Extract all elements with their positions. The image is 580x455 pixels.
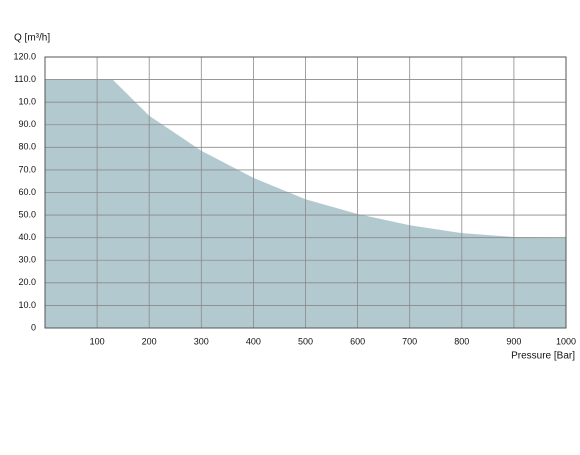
y-tick-label: 10.0 bbox=[18, 300, 36, 310]
y-tick-label: 70.0 bbox=[18, 164, 36, 174]
y-tick-label: 30.0 bbox=[18, 255, 36, 265]
x-tick-label: 300 bbox=[194, 336, 209, 346]
y-axis-label: Q [m³/h] bbox=[14, 33, 50, 44]
y-tick-label: 80.0 bbox=[18, 142, 36, 152]
x-tick-label: 900 bbox=[506, 336, 521, 346]
y-tick-label: 0 bbox=[31, 322, 36, 332]
x-tick-label: 1000 bbox=[556, 336, 576, 346]
x-tick-label: 800 bbox=[454, 336, 469, 346]
y-tick-label: 40.0 bbox=[18, 232, 36, 242]
x-tick-label: 200 bbox=[142, 336, 157, 346]
y-tick-label: 50.0 bbox=[18, 209, 36, 219]
plot-frame bbox=[44, 56, 567, 329]
y-tick-label: 60.0 bbox=[18, 187, 36, 197]
x-tick-label: 400 bbox=[246, 336, 261, 346]
y-tick-label: 20.0 bbox=[18, 277, 36, 287]
x-tick-label: 500 bbox=[298, 336, 313, 346]
y-tick-label: 110.0 bbox=[14, 74, 36, 84]
y-tick-label: 10.0 bbox=[18, 97, 36, 107]
x-axis-label: Pressure [Bar] bbox=[511, 351, 575, 362]
y-tick-label: 120.0 bbox=[13, 51, 36, 61]
x-tick-label: 100 bbox=[90, 336, 105, 346]
y-tick-label: 90.0 bbox=[18, 119, 36, 129]
x-tick-label: 600 bbox=[350, 336, 365, 346]
x-tick-label: 700 bbox=[402, 336, 417, 346]
